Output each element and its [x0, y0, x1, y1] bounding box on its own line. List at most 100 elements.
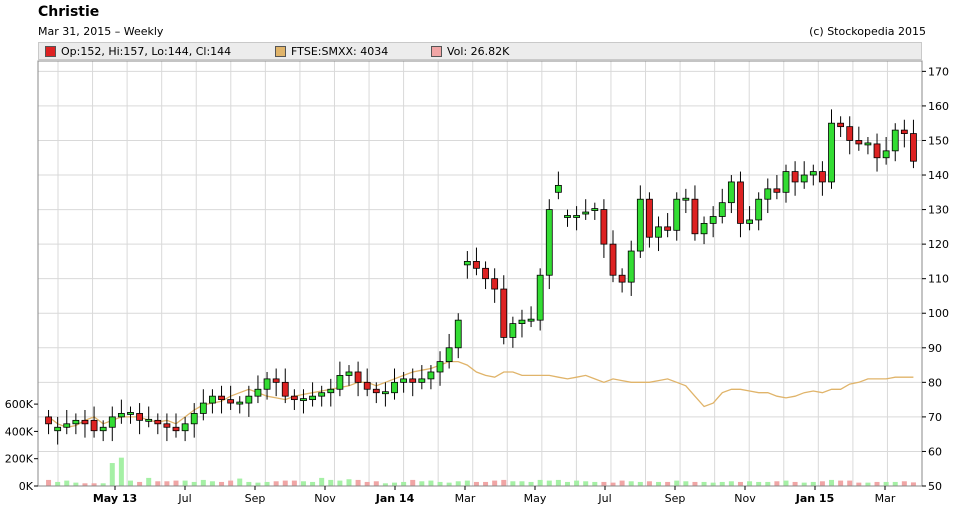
candle-body [646, 198, 653, 238]
candle [445, 333, 453, 369]
candle [63, 409, 71, 435]
volume-bar [355, 479, 361, 486]
volume-bar [64, 480, 70, 486]
candle-body [573, 215, 580, 218]
candle-body [218, 395, 225, 401]
volume-bar [728, 481, 734, 486]
volume-bar [73, 482, 79, 486]
candle-body [791, 171, 799, 183]
volume-bar [364, 481, 370, 486]
volume-bar [628, 481, 634, 486]
volume-bar [82, 483, 88, 486]
candle [181, 416, 189, 442]
index-series-line [48, 360, 914, 428]
candle [591, 202, 599, 220]
candle [855, 126, 863, 151]
date-tick-label: Mar [455, 492, 476, 505]
candle-body [882, 150, 890, 159]
candle [864, 137, 872, 155]
plot-frame [37, 60, 923, 487]
candle-body [463, 261, 471, 266]
candle-body [363, 381, 371, 390]
chart-subtitle: Mar 31, 2015 – Weekly [38, 25, 164, 38]
price-tick-label: 100 [928, 307, 949, 320]
candle [682, 188, 690, 214]
volume-bar [228, 480, 234, 486]
volume-bar [737, 481, 743, 486]
candle-body [746, 219, 753, 224]
price-axis: 50 60 70 80 90 100 110 120 130 140 150 160 170 [922, 65, 949, 493]
volume-bar [665, 481, 671, 486]
volume-bar [455, 481, 461, 486]
price-tick-label: 120 [928, 238, 949, 251]
candle [345, 365, 353, 386]
candle [482, 261, 489, 290]
candle [573, 206, 580, 231]
date-axis: May 13 Jul Sep Nov Jan 14 Mar May Jul Sep Nov Jan … [93, 486, 896, 505]
candle-body [272, 378, 280, 383]
volume-bar [674, 480, 680, 486]
date-tick-label: Jan 15 [795, 492, 834, 505]
candle [646, 192, 653, 248]
candle-body [72, 419, 80, 425]
volume-bar [510, 481, 516, 486]
candle-body [673, 198, 681, 231]
candle-body [691, 198, 699, 235]
volume-bar [419, 481, 425, 486]
candle-body [855, 140, 863, 145]
candle-body [199, 402, 207, 414]
candle-body [709, 216, 717, 224]
candle-body [136, 413, 143, 421]
volume-bar [219, 481, 225, 486]
volume-bars [46, 457, 916, 486]
candle [454, 313, 462, 359]
volume-bar [601, 481, 607, 486]
candle [163, 413, 171, 442]
candle [209, 389, 216, 414]
candle-body [545, 209, 553, 276]
volume-bar [127, 480, 133, 486]
candle [263, 371, 271, 400]
candle [527, 306, 535, 328]
candle [463, 251, 471, 279]
candle-body [263, 378, 271, 390]
candle-body [591, 208, 599, 211]
volume-bar [838, 480, 844, 486]
candle-body [427, 371, 435, 380]
volume-bar [501, 479, 507, 486]
volume-bar [91, 483, 97, 486]
volume-bar [610, 482, 616, 486]
candle-body [227, 399, 235, 404]
volume-bar [829, 479, 835, 486]
candle [910, 119, 917, 169]
candle-body [655, 226, 662, 238]
candle-body [382, 391, 389, 395]
candle [72, 413, 80, 435]
volume-bar [291, 480, 297, 486]
candle [108, 406, 116, 442]
candle-body [99, 426, 107, 432]
candle [145, 406, 153, 428]
legend-ohlc-label: Op:152, Hi:157, Lo:144, Cl:144 [61, 45, 232, 58]
candle [727, 175, 735, 214]
candle-body [727, 181, 735, 204]
candle [409, 368, 417, 397]
candle [782, 164, 790, 203]
date-tick-label: May [524, 492, 547, 505]
candle [318, 385, 326, 407]
candle-body [819, 171, 826, 183]
candle [190, 403, 198, 438]
candle [536, 268, 544, 331]
candle [764, 178, 772, 214]
price-tick-label: 50 [928, 480, 942, 493]
volume-bar [209, 481, 215, 486]
candle-body [190, 413, 198, 425]
volume-bar [847, 480, 853, 486]
candle-body [900, 129, 908, 134]
candle [354, 361, 362, 397]
candle-body [773, 188, 781, 193]
candle-body [318, 392, 326, 397]
volume-bar [910, 482, 916, 486]
volume-bar [856, 482, 862, 486]
legend-item-volume: Vol: 26.82K [431, 45, 509, 58]
